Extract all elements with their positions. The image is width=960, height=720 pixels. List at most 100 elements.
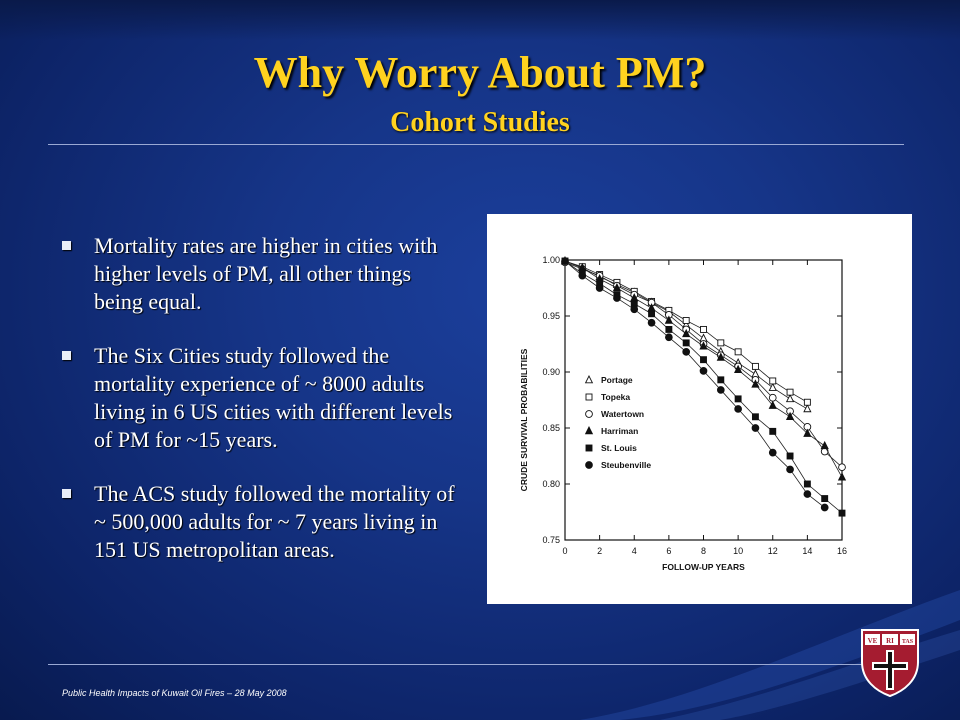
data-point [700,356,707,364]
data-point [803,480,811,488]
data-point [561,257,569,265]
y-tick-label: 1.00 [542,255,560,265]
data-point [717,376,725,384]
data-point [699,367,708,375]
bullet-item: Mortality rates are higher in cities wit… [62,232,462,316]
bullet-item: The Six Cities study followed the mortal… [62,342,462,454]
data-point [682,339,690,347]
data-point [733,364,743,374]
survival-chart: 1.00 0.95 0.90 0.85 0.80 0.750 2 4 6 8 10 12 14 16 FOL… [519,255,847,572]
y-tick-label: 0.80 [542,479,560,489]
data-point [751,379,760,388]
legend-label: Topeka [601,392,630,402]
footer-divider [48,664,904,665]
legend-label: Harriman [601,426,638,436]
legend-label: St. Louis [601,443,637,453]
series-line [564,260,843,514]
x-tick-label: 12 [768,546,778,556]
footer-text: Public Health Impacts of Kuwait Oil Fire… [62,688,287,698]
data-point [803,403,812,413]
data-point [786,388,794,396]
data-point [751,413,759,421]
data-point [716,352,725,361]
legend-marker [585,461,593,469]
data-point [785,411,795,421]
x-tick-label: 8 [701,546,706,556]
data-point [803,398,811,406]
legend-label: Steubenville [601,460,651,470]
legend-marker [584,425,594,435]
data-point [769,377,777,385]
data-point [682,317,690,324]
data-point [665,333,673,342]
y-tick-label: 0.90 [542,367,560,377]
data-point [786,452,794,460]
y-tick-label: 0.95 [542,311,560,321]
data-point [803,428,812,437]
data-point [821,495,829,503]
slide-subtitle: Cohort Studies [390,107,570,138]
data-point [768,400,777,409]
data-point [578,271,587,280]
data-point [630,305,639,314]
x-tick-label: 16 [837,546,847,556]
x-tick-label: 6 [666,546,671,556]
legend-label: Portage [601,375,633,385]
logo-letters: VE [868,637,878,645]
slide-title: Why Worry About PM? [253,48,707,97]
data-point [682,328,691,338]
x-tick-label: 0 [562,546,567,556]
data-point [768,382,777,391]
legend-marker [585,410,593,418]
harvard-shield-logo: VE RI TAS [861,629,919,698]
data-point [837,472,847,481]
top-band [0,0,960,40]
data-point [647,318,656,327]
data-point [700,325,707,333]
bullet-text: Mortality rates are higher in cities wit… [94,233,438,314]
data-point [751,362,759,370]
legend-marker [585,444,593,452]
data-point [699,341,708,350]
x-tick-label: 14 [802,546,812,556]
x-tick-label: 2 [597,546,602,556]
data-point [820,503,829,512]
legend-marker [584,374,594,384]
data-point [648,310,656,318]
data-point [734,395,742,403]
data-point [768,448,777,457]
title-divider [48,144,904,145]
square-bullet-icon [62,489,71,498]
data-point [717,339,725,347]
series-line [564,261,843,468]
data-point [751,424,760,432]
logo-letters: TAS [902,639,914,645]
x-tick-label: 4 [632,546,637,556]
square-bullet-icon [62,241,71,250]
x-tick-label: 10 [733,546,743,556]
data-point [768,393,777,402]
y-tick-label: 0.85 [542,423,560,433]
data-point [769,427,777,435]
data-point [785,393,795,403]
series-line [564,260,825,508]
data-point [838,509,846,517]
bullet-text: The Six Cities study followed the mortal… [94,343,453,452]
data-point [665,325,673,333]
survival-chart-panel: 1.00 0.95 0.90 0.85 0.80 0.75 0 2 4 6 8 10 12 14 16 FOL… [487,214,912,604]
data-point [613,294,621,302]
x-axis-label: FOLLOW-UP YEARS [662,562,745,572]
data-point [734,348,742,356]
square-bullet-icon [62,351,71,360]
bullet-item: The ACS study followed the mortality of … [62,480,462,564]
data-point [838,463,846,472]
data-point [820,440,829,450]
y-tick-label: 0.75 [542,535,560,545]
data-point [682,347,691,356]
bullet-list: Mortality rates are higher in cities wit… [62,232,462,590]
legend-marker [585,393,593,401]
data-point [803,490,812,498]
data-point [734,405,742,413]
legend-label: Watertown [601,409,644,419]
bullet-text: The ACS study followed the mortality of … [94,481,455,562]
